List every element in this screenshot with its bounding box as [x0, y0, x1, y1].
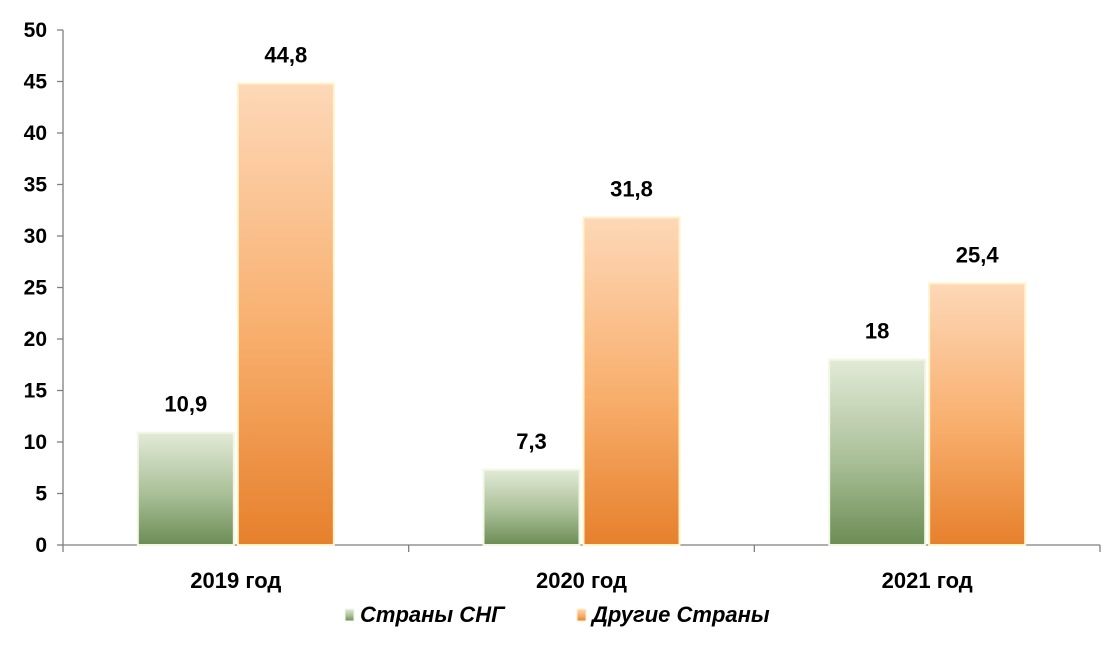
- y-axis: 0 5 10 15 20 25 30 35 40 45 50: [24, 19, 64, 557]
- y-tick-label: 10: [24, 431, 47, 454]
- x-tick-label: 2020 год: [536, 568, 627, 593]
- legend: Страны СНГ Другие Страны: [344, 602, 770, 627]
- y-tick-label: 20: [24, 328, 47, 351]
- data-label: 31,8: [610, 176, 653, 201]
- y-tick-label: 40: [24, 122, 47, 145]
- x-axis: 2019 год 2020 год 2021 год: [62, 544, 1101, 593]
- y-tick-label: 25: [24, 277, 48, 300]
- bar-other-0: [236, 82, 335, 546]
- x-tick-label: 2019 год: [190, 568, 281, 593]
- data-label: 7,3: [516, 429, 547, 454]
- y-tick-label: 0: [35, 534, 47, 557]
- y-tick-label: 5: [35, 483, 47, 506]
- data-label: 44,8: [264, 43, 307, 68]
- data-label: 25,4: [956, 242, 1000, 267]
- data-label: 10,9: [164, 392, 207, 417]
- legend-swatch-cis: [344, 608, 355, 622]
- y-tick-label: 30: [24, 225, 47, 248]
- x-tick-label: 2021 год: [882, 568, 973, 593]
- bar-other-2: [928, 282, 1027, 546]
- legend-label-cis: Страны СНГ: [360, 602, 506, 627]
- data-label: 18: [865, 319, 889, 344]
- data-labels: 10,9 44,8 7,3 31,8 18 25,4: [164, 43, 999, 454]
- bar-cis-0: [136, 431, 235, 547]
- bars: [136, 82, 1027, 547]
- y-tick-label: 35: [24, 174, 48, 197]
- y-tick-label: 15: [24, 380, 48, 403]
- y-tick-label: 50: [24, 19, 47, 42]
- y-tick-label: 45: [24, 71, 48, 94]
- bar-cis-2: [828, 358, 927, 546]
- legend-swatch-other: [576, 608, 587, 622]
- bar-cis-1: [482, 468, 581, 546]
- legend-label-other: Другие Страны: [590, 602, 770, 627]
- bar-other-1: [582, 216, 681, 547]
